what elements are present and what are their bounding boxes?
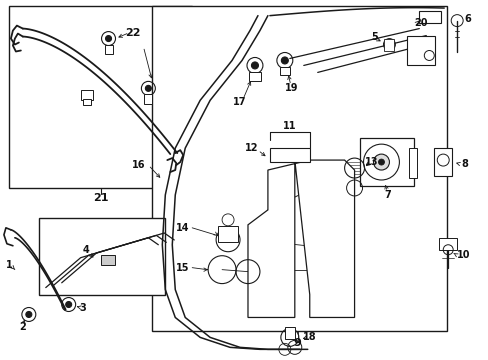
- Text: 4: 4: [82, 245, 89, 255]
- Bar: [144, 94, 152, 104]
- Text: 2: 2: [20, 323, 26, 332]
- Text: 19: 19: [285, 84, 298, 93]
- Circle shape: [373, 154, 388, 170]
- Bar: [101, 255, 114, 265]
- Polygon shape: [247, 160, 354, 318]
- Text: 5: 5: [370, 32, 377, 41]
- Bar: [285, 328, 294, 339]
- Bar: [279, 67, 289, 75]
- Bar: [152, 6, 447, 332]
- Bar: [408, 148, 416, 178]
- Circle shape: [145, 85, 151, 91]
- Bar: [359, 138, 413, 186]
- Text: 6: 6: [463, 14, 470, 24]
- Bar: [407, 36, 434, 66]
- Circle shape: [378, 159, 384, 165]
- Text: 1: 1: [5, 260, 12, 270]
- Text: 13: 13: [364, 157, 378, 167]
- Bar: [104, 45, 112, 54]
- Bar: [39, 218, 165, 294]
- Bar: [269, 148, 309, 162]
- Bar: [9, 6, 192, 188]
- Bar: [419, 11, 440, 23]
- Circle shape: [251, 62, 258, 69]
- Text: 22: 22: [124, 28, 140, 37]
- Text: 8: 8: [460, 159, 467, 169]
- Text: 10: 10: [456, 250, 470, 260]
- Text: 7: 7: [383, 190, 390, 200]
- Bar: [82, 99, 90, 105]
- Bar: [384, 39, 394, 50]
- Text: 11: 11: [283, 121, 296, 131]
- Bar: [433, 148, 451, 176]
- Text: 12: 12: [244, 143, 258, 153]
- Text: 21: 21: [93, 193, 108, 203]
- Text: 16: 16: [131, 160, 145, 170]
- Circle shape: [65, 302, 72, 307]
- Bar: [438, 238, 456, 250]
- Text: 17: 17: [233, 97, 246, 107]
- Circle shape: [105, 36, 111, 41]
- Circle shape: [281, 57, 288, 64]
- Text: 9: 9: [293, 338, 301, 348]
- Bar: [248, 72, 261, 81]
- Text: 20: 20: [414, 18, 427, 28]
- Bar: [218, 226, 238, 242]
- Text: 3: 3: [79, 302, 86, 312]
- Text: 14: 14: [175, 223, 188, 233]
- Text: 15: 15: [175, 263, 188, 273]
- Bar: [81, 90, 92, 100]
- Text: 18: 18: [302, 332, 316, 342]
- Circle shape: [26, 311, 32, 318]
